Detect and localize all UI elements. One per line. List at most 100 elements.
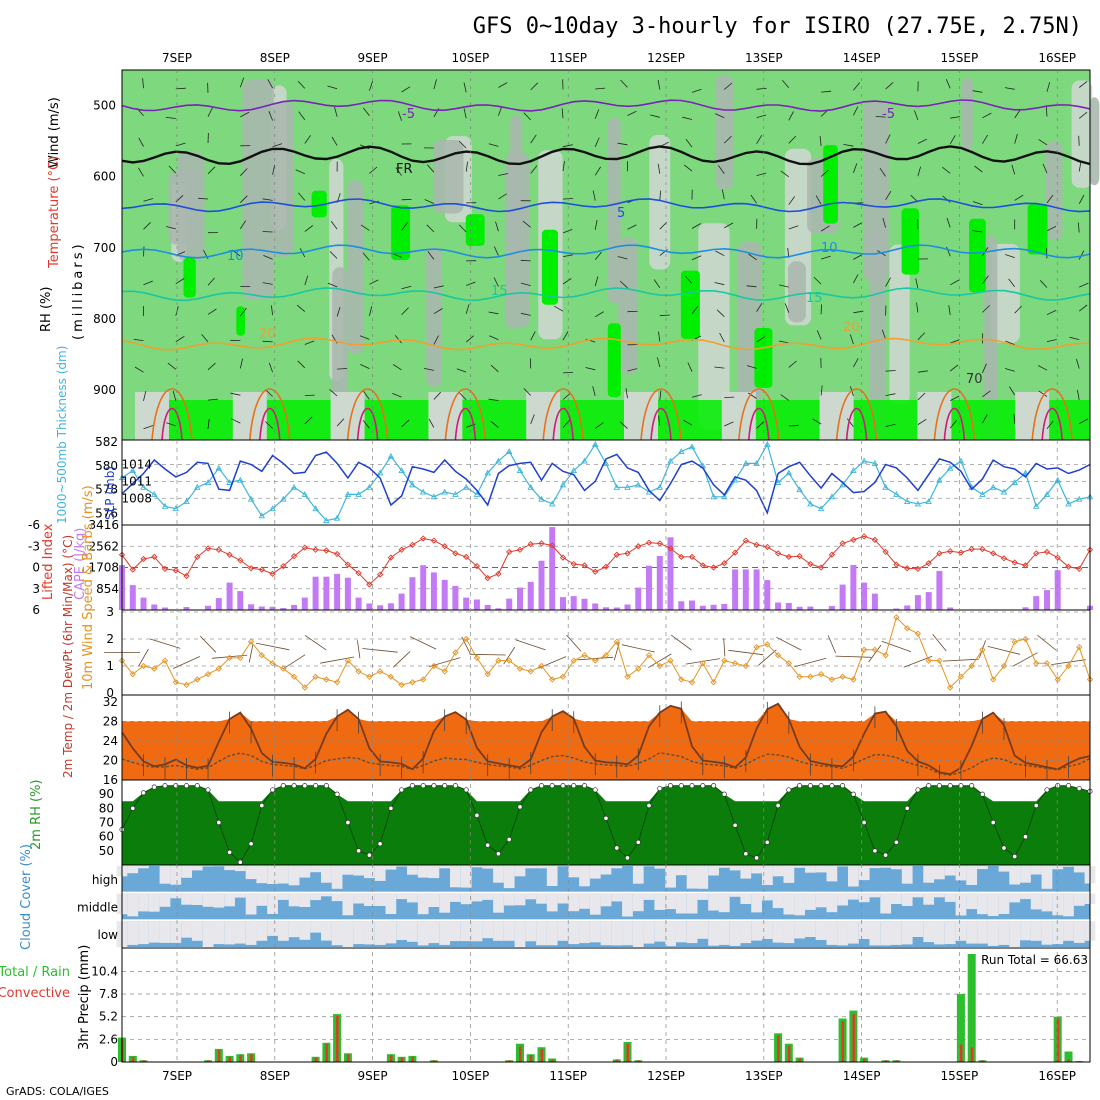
y-tick-label: 900 [93,383,116,397]
wind-barb [392,364,402,371]
wind-barb [945,79,951,89]
cape-bar [764,580,771,610]
cape-bar [258,606,265,610]
wind-barb [1005,340,1015,346]
cloud-cell [181,921,192,938]
wind-speed-point [656,662,663,670]
wind-speed-point [764,641,771,648]
wind-speed-point [882,652,889,659]
cloud-cell [439,921,451,945]
lifted-index-point [183,572,190,580]
y-tick-label: -6 [28,518,40,532]
wind-speed-point [968,662,975,670]
thickness-point [946,464,954,471]
wind-barb [794,657,827,668]
dry-area [433,140,464,214]
wind-barb [613,642,620,661]
precip-convective-bar [228,1056,232,1062]
cloud-cell [234,866,246,872]
thickness-point [850,467,857,474]
wind-barb [750,194,757,204]
wind-barb [173,656,201,669]
wind-barb [1005,254,1015,258]
y-tick-label: 3 [32,582,40,596]
lifted-index-point [344,561,352,568]
cloud-cell [471,866,483,868]
x-tick-label-top: 15SEP [941,51,979,65]
precip-total-bar [1064,1051,1073,1062]
wind-barb [756,87,767,90]
cape-bar [430,572,437,610]
thickness-point [710,493,717,500]
rh-point [388,805,394,811]
cloud-cell [762,921,773,939]
wind-speed-point [387,673,395,680]
cloud-cell [815,921,827,940]
wind-barb [1079,282,1089,288]
cloud-cell [385,921,397,944]
warm-contour [933,388,976,441]
wind-barb [1014,109,1021,119]
lifted-index-point [151,553,158,561]
thickness-point [1065,500,1072,507]
cloud-cell [245,866,257,880]
cloud-cell [245,921,257,945]
cloud-cell [880,921,892,946]
wind-barb [488,398,499,401]
lifted-index-point [764,543,771,551]
wind-barb [685,138,693,148]
wind-barb [562,144,573,148]
legend-convective: Convective [0,986,70,1001]
contour-label: 15 [491,284,508,299]
rh-point [549,783,555,789]
hot-contour [748,407,770,441]
cloud-cell [428,893,440,907]
wind-speed-point [850,676,857,683]
wind-barb [498,173,509,176]
axis-label: Wind (m/s) [47,97,62,168]
rh-point [313,783,319,789]
wind-barb [949,364,959,372]
rh-point [775,802,781,809]
wind-barb [594,251,602,260]
wind-barb [619,280,628,289]
cloud-cell [891,893,902,904]
wind-barb [175,278,185,285]
wind-barb [336,418,345,427]
wind-barb [304,416,313,425]
cloud-cell [278,921,289,941]
cape-bar [742,569,749,610]
wind-speed-point [904,625,911,632]
rh-point [571,783,577,789]
rh-point [850,791,856,797]
wind-barb [949,420,957,429]
wind-speed-point [409,679,416,686]
wind-speed-point [366,673,373,680]
rh-point [807,783,813,789]
rh-point [786,787,792,793]
wind-barb [881,640,912,653]
wind-barb [683,419,693,426]
wind-speed-point [774,652,782,659]
wind-speed-point [301,684,308,691]
lifted-index-point [172,567,179,574]
wind-speed-point [269,660,276,667]
y-tick-label: 2.6 [99,1032,118,1046]
cloud-cell [912,893,924,898]
wind-barb [687,362,693,372]
cloud-cell [1041,921,1053,945]
rh-point [893,839,899,845]
cloud-cell [708,893,719,911]
precip-convective-bar [529,1055,533,1062]
cloud-cell [374,893,386,906]
cloud-cell [170,866,182,885]
cape-bar [775,602,782,610]
cloud-cell [417,866,429,878]
cloud-cell [1063,866,1074,867]
thickness-point [817,505,825,512]
wind-speed-point [194,676,201,683]
wind-barb [594,109,600,119]
wind-barb [490,420,499,428]
cloud-cell [977,893,988,915]
wind-barb [198,197,209,200]
